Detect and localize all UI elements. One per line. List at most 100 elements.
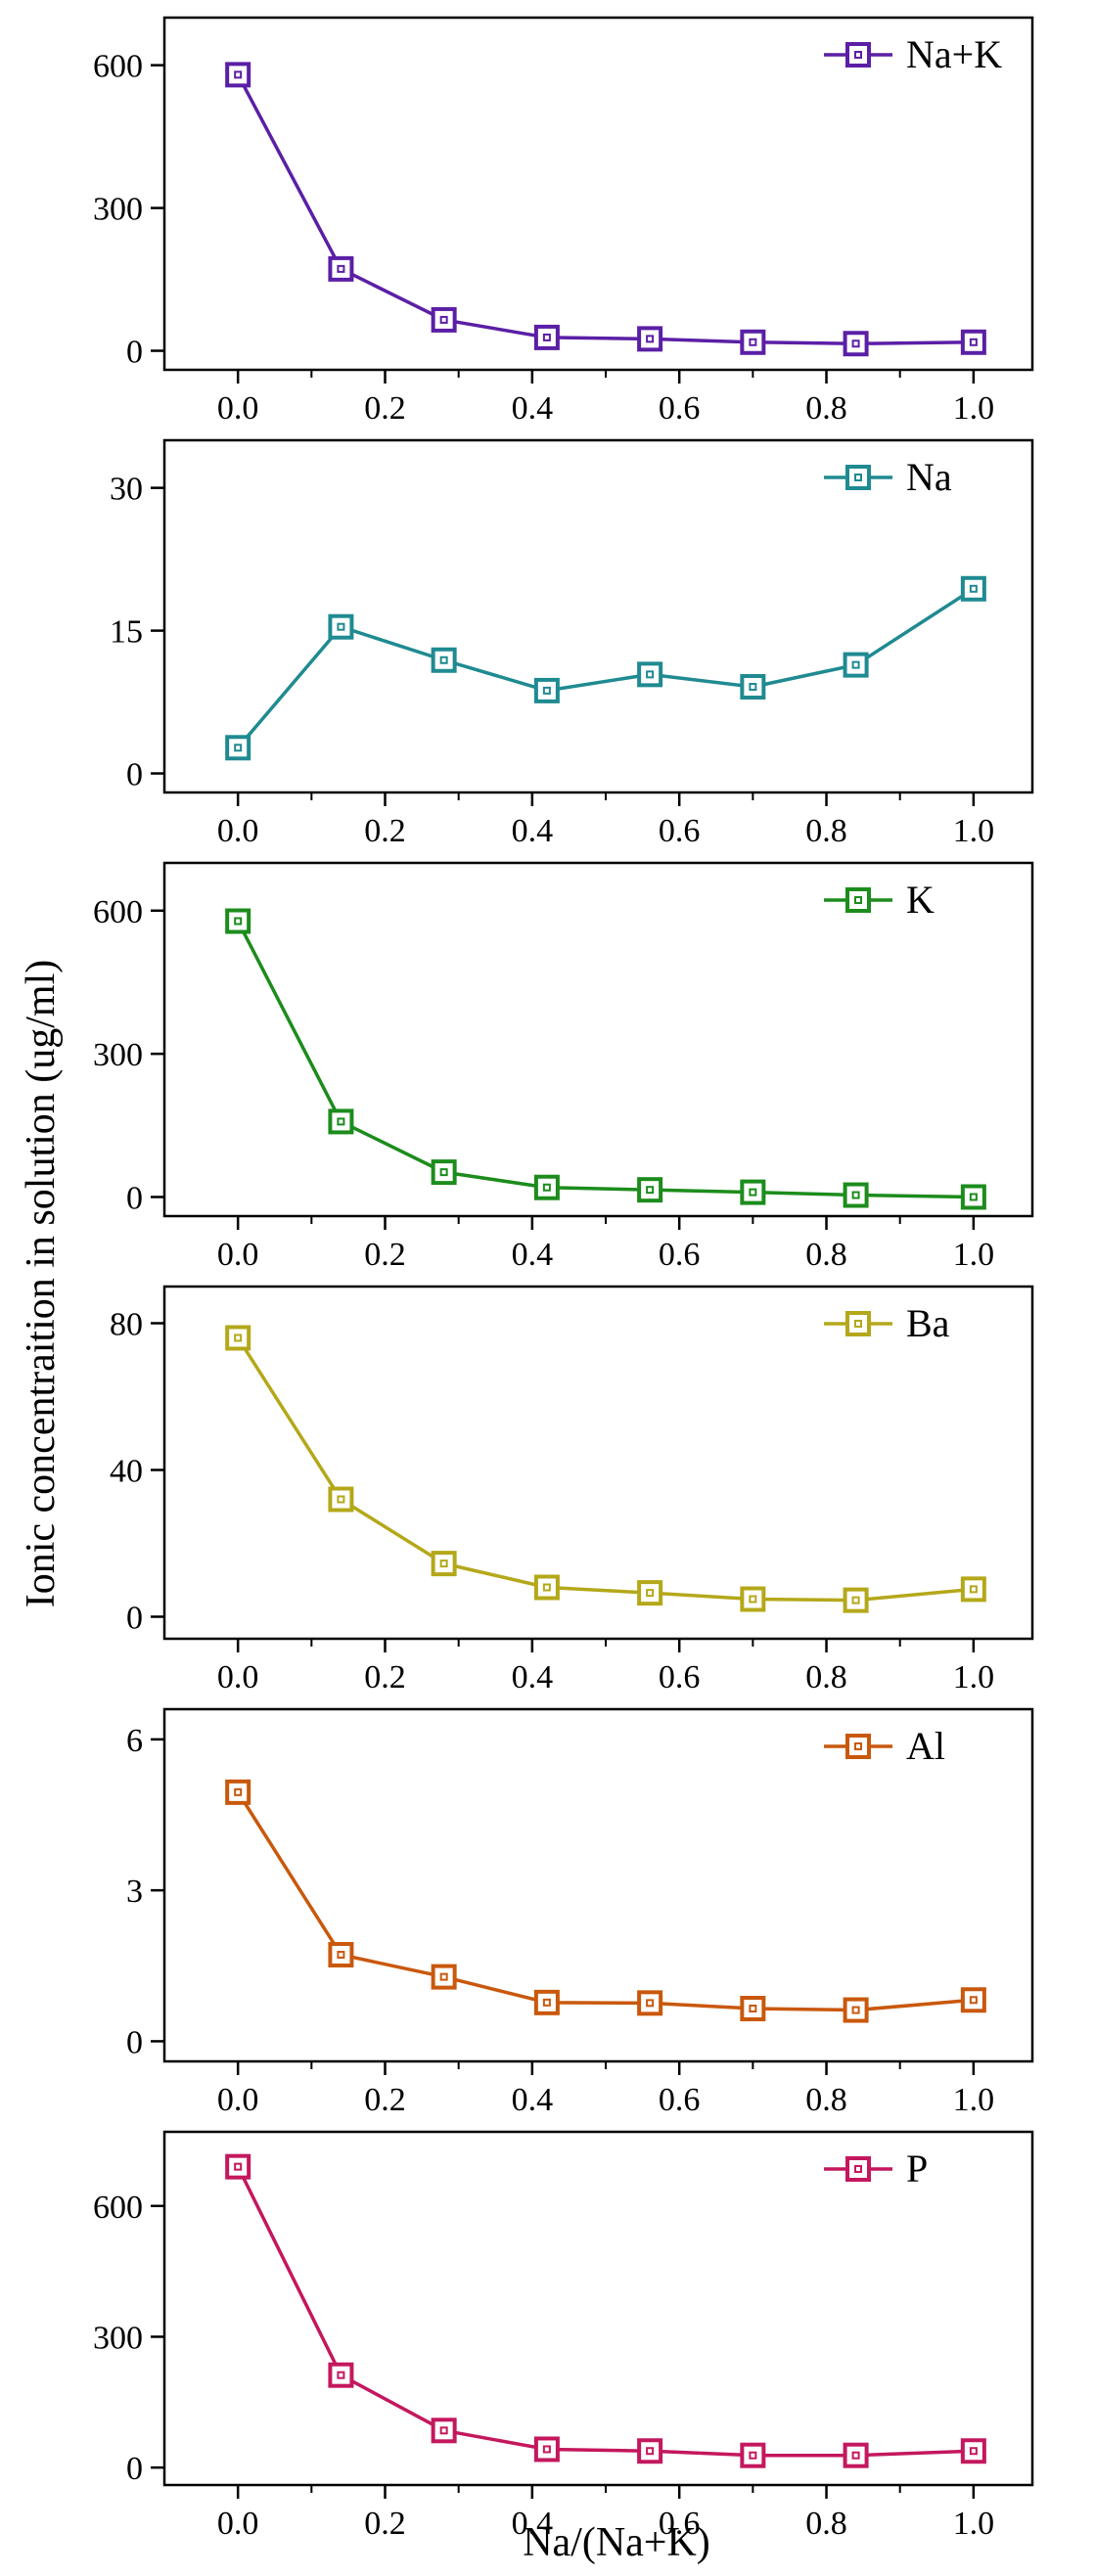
data-point-K [960,1184,986,1210]
data-point-Na [843,652,869,678]
x-tick-label: 0.0 [217,1237,259,1273]
x-tick-label: 0.0 [217,813,259,849]
data-point-Al [637,1990,663,2016]
data-point-P [637,2438,663,2464]
data-point-K [431,1159,457,1186]
x-tick-label: 0.4 [512,813,554,849]
data-point-P [225,2153,251,2180]
x-tick-label: 0.0 [217,2082,259,2118]
x-tick-label: 0.2 [364,1659,406,1695]
y-tick-label: 0 [126,757,143,793]
series-line-Na+K [236,73,974,345]
x-tick-label: 0.6 [659,2506,701,2542]
y-tick-label: 0 [126,1180,143,1216]
x-tick-label: 1.0 [953,390,995,427]
legend-label-Al: Al [906,1724,945,1768]
y-tick-label: 6 [126,1723,143,1759]
data-point-Na+K [431,306,457,333]
y-tick-label: 80 [110,1307,143,1343]
legend-marker-Ba [845,1311,871,1336]
data-point-Na [328,613,354,640]
x-tick-label: 0.8 [805,1659,847,1695]
data-point-Al [740,1996,766,2021]
legend-marker-Na [845,465,871,490]
x-tick-label: 0.4 [512,2506,554,2542]
x-tick-label: 0.6 [659,2082,701,2118]
panel-frame-Na [162,438,1034,794]
data-point-P [960,2438,986,2464]
x-tick-label: 0.4 [512,1237,554,1273]
x-tick-label: 0.2 [364,1237,406,1273]
x-tick-label: 1.0 [953,1237,995,1273]
x-tick-label: 0.0 [217,2506,259,2542]
data-point-P [328,2362,354,2388]
x-tick-label: 0.8 [805,2506,847,2542]
data-point-P [431,2418,457,2444]
y-tick-label: 600 [93,49,143,85]
data-point-Al [225,1779,251,1805]
data-point-K [740,1179,766,1205]
data-point-K [225,908,251,934]
y-tick-label: 300 [93,1037,143,1073]
y-tick-label: 0 [126,2024,143,2060]
x-tick-label: 0.2 [364,2506,406,2542]
y-tick-label: 600 [93,2190,143,2226]
y-tick-label: 600 [93,894,143,930]
x-tick-label: 0.2 [364,2082,406,2118]
x-tick-label: 0.8 [805,813,847,849]
panel-frame-Al [162,1707,1034,2063]
panel-frame-K [162,861,1034,1218]
legend-label-P: P [906,2147,928,2191]
x-tick-label: 0.2 [364,813,406,849]
x-tick-label: 0.8 [805,390,847,427]
x-tick-label: 1.0 [953,2506,995,2542]
legend-label-Ba: Ba [906,1301,950,1345]
legend-label-K: K [906,878,935,922]
y-tick-label: 0 [126,2451,143,2487]
y-tick-label: 0 [126,335,143,371]
legend-label-Na+K: Na+K [906,32,1002,76]
data-point-Ba [328,1486,354,1513]
legend-marker-Al [845,1734,871,1759]
x-tick-label: 0.8 [805,2082,847,2118]
data-point-Al [843,1997,869,2023]
x-tick-label: 1.0 [953,1659,995,1695]
panel-frame-Ba [162,1285,1034,1641]
data-point-K [328,1108,354,1135]
data-point-P [533,2436,560,2463]
series-line-Ba [236,1336,975,1603]
data-point-Na [431,647,457,673]
x-tick-label: 0.8 [805,1237,847,1273]
y-tick-label: 0 [126,1601,143,1637]
x-tick-label: 0.6 [659,1237,701,1273]
legend-marker-Na+K [845,42,871,68]
y-axis-title: Ionic concentraition in solution (ug/ml) [19,960,64,1608]
data-point-P [843,2442,869,2468]
data-point-Al [328,1941,354,1967]
y-tick-label: 30 [110,472,143,508]
data-point-Al [431,1964,457,1990]
y-tick-label: 40 [110,1454,143,1490]
data-point-Ba [740,1586,766,1612]
data-point-Na+K [637,326,663,352]
x-tick-label: 0.6 [659,1659,701,1695]
series-line-K [236,920,974,1199]
series-line-Na [236,587,975,749]
data-point-Na+K [533,324,560,350]
x-tick-label: 0.4 [512,1659,554,1695]
data-point-K [533,1174,560,1200]
data-point-Ba [637,1580,663,1606]
data-point-P [740,2442,766,2468]
y-tick-label: 3 [126,1874,143,1910]
legend-label-Na: Na [906,455,952,499]
data-point-Na+K [843,331,869,357]
x-axis-title: Na/(Na+K) [523,2520,710,2565]
legend-marker-K [845,887,871,913]
x-tick-label: 1.0 [953,813,995,849]
y-tick-label: 300 [93,192,143,228]
data-point-Ba [533,1574,560,1601]
data-point-Na [225,735,251,761]
x-tick-label: 0.0 [217,1659,259,1695]
data-point-Na+K [960,329,986,355]
